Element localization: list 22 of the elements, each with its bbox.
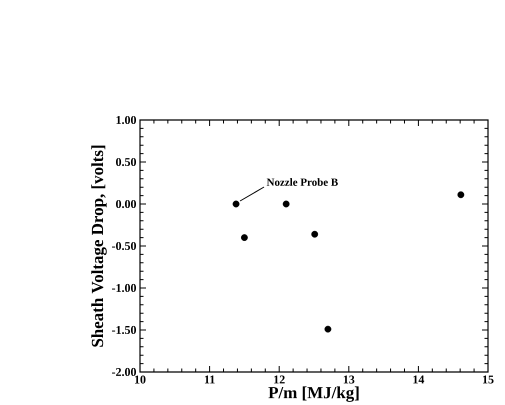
point: [282, 200, 290, 208]
point: [311, 230, 318, 238]
annotation: Nozzle Probe B: [266, 178, 338, 186]
y-tick-label: 0.50: [116, 158, 136, 166]
y-tick-label: -2.00: [112, 368, 136, 376]
y-tick-label: -1.50: [112, 326, 136, 334]
point: [457, 191, 464, 198]
y-tick-label: -1.00: [112, 284, 136, 292]
x-axis-title: P/m [MJ/kg]: [268, 386, 359, 402]
x-tick-label: 10: [134, 375, 146, 384]
x-tick-label: 12: [274, 375, 285, 384]
point: [324, 326, 332, 332]
x-tick-label: 11: [204, 375, 215, 384]
y-tick-label: -0.50: [112, 242, 136, 250]
x-tick-label: 14: [413, 375, 424, 384]
y-tick-label: 0.00: [116, 200, 136, 208]
y-tick-label: 1.00: [116, 116, 136, 124]
point: [241, 234, 248, 241]
y-axis-title: Sheath Voltage Drop, [volts]: [91, 146, 107, 347]
x-tick-label: 15: [482, 375, 494, 384]
point: [232, 200, 240, 208]
x-tick-label: 13: [344, 375, 354, 384]
